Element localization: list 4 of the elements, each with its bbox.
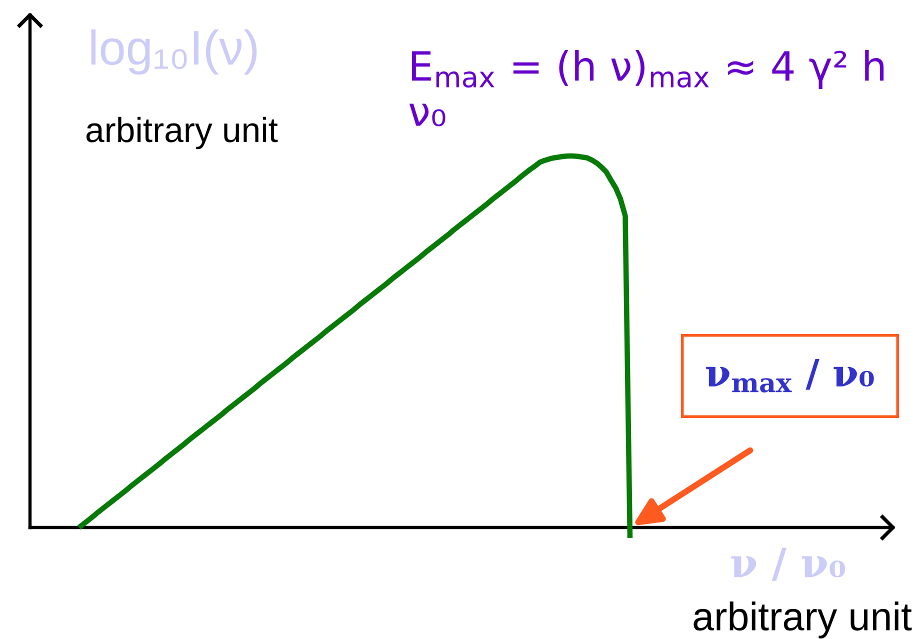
text: arbitrary unit bbox=[86, 116, 278, 150]
text: arbitrary unit bbox=[694, 602, 912, 638]
text: ν$_{max}$ / ν₀ bbox=[706, 358, 874, 393]
text: E$_{max}$ = (h ν)$_{max}$ ≈ 4 γ² h ν₀ bbox=[409, 50, 884, 126]
